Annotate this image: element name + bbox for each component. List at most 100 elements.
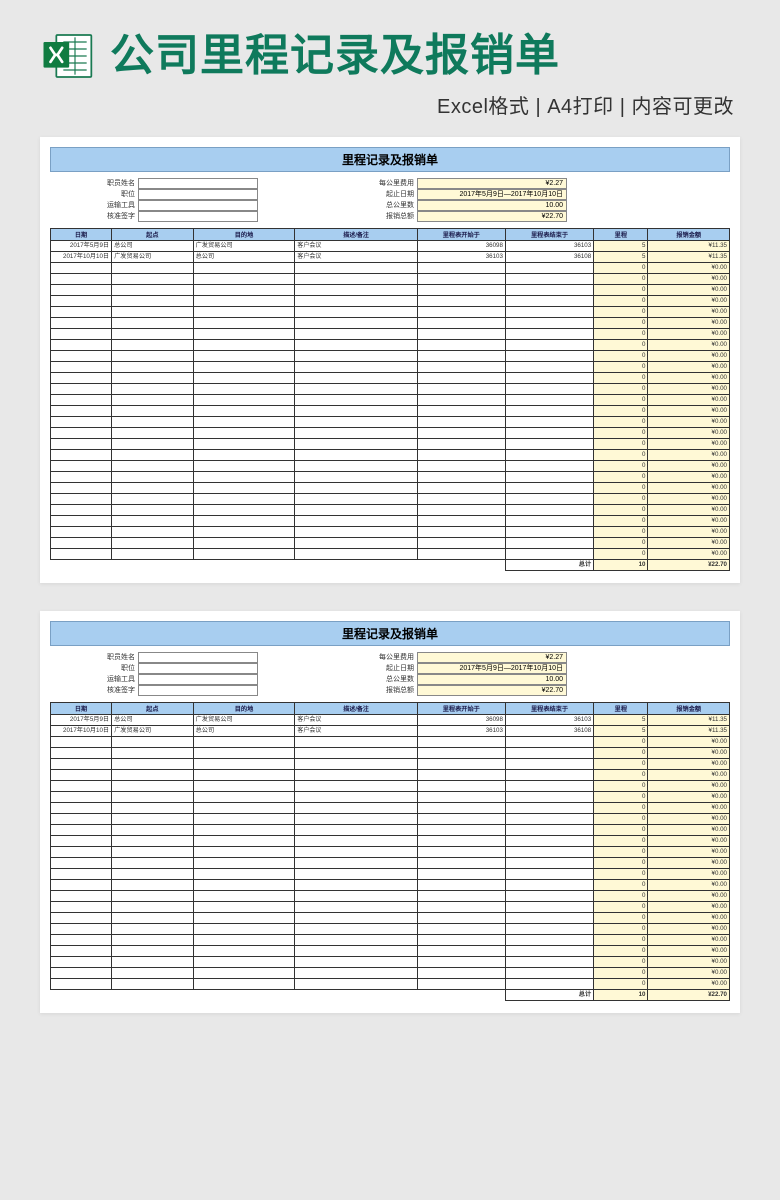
table-cell bbox=[417, 836, 505, 847]
table-cell bbox=[112, 296, 193, 307]
table-cell bbox=[417, 439, 505, 450]
table-cell: ¥0.00 bbox=[648, 307, 730, 318]
table-cell bbox=[51, 979, 112, 990]
table-row: 0¥0.00 bbox=[51, 461, 730, 472]
table-cell bbox=[193, 494, 295, 505]
table-cell: 0 bbox=[594, 516, 648, 527]
table-cell bbox=[505, 362, 593, 373]
table-cell bbox=[51, 329, 112, 340]
table-cell bbox=[295, 417, 417, 428]
table-cell: 0 bbox=[594, 538, 648, 549]
table-cell bbox=[112, 450, 193, 461]
table-cell bbox=[112, 263, 193, 274]
table-cell: ¥0.00 bbox=[648, 318, 730, 329]
table-row: 0¥0.00 bbox=[51, 450, 730, 461]
table-cell bbox=[417, 979, 505, 990]
table-cell bbox=[505, 428, 593, 439]
info-label: 核准签字 bbox=[104, 211, 138, 222]
table-cell: 0 bbox=[594, 748, 648, 759]
table-row: 0¥0.00 bbox=[51, 406, 730, 417]
table-cell: ¥0.00 bbox=[648, 417, 730, 428]
table-cell bbox=[193, 748, 295, 759]
info-label: 报销总额 bbox=[376, 211, 417, 222]
table-row: 0¥0.00 bbox=[51, 516, 730, 527]
table-row: 2017年5月9日总公司广发贸易公司客户会议36098361035¥11.35 bbox=[51, 241, 730, 252]
table-row: 0¥0.00 bbox=[51, 858, 730, 869]
table-cell bbox=[112, 340, 193, 351]
table-cell: 36098 bbox=[417, 241, 505, 252]
table-cell: ¥0.00 bbox=[648, 362, 730, 373]
column-header: 报销金额 bbox=[648, 703, 730, 715]
table-cell: ¥0.00 bbox=[648, 483, 730, 494]
table-cell bbox=[295, 891, 417, 902]
table-cell bbox=[51, 847, 112, 858]
table-row: 0¥0.00 bbox=[51, 913, 730, 924]
table-cell: ¥0.00 bbox=[648, 814, 730, 825]
table-cell bbox=[112, 384, 193, 395]
table-cell bbox=[193, 803, 295, 814]
table-cell bbox=[295, 505, 417, 516]
table-cell: ¥0.00 bbox=[648, 891, 730, 902]
table-cell bbox=[417, 737, 505, 748]
info-label: 总公里数 bbox=[376, 674, 417, 685]
table-cell bbox=[295, 814, 417, 825]
table-cell: ¥0.00 bbox=[648, 549, 730, 560]
table-cell: 0 bbox=[594, 913, 648, 924]
table-cell bbox=[193, 472, 295, 483]
table-cell bbox=[505, 549, 593, 560]
footer-total-label: 总计 bbox=[505, 560, 593, 571]
table-row: 0¥0.00 bbox=[51, 329, 730, 340]
table-cell: ¥0.00 bbox=[648, 384, 730, 395]
table-cell bbox=[51, 869, 112, 880]
table-cell: ¥0.00 bbox=[648, 340, 730, 351]
table-cell: 5 bbox=[594, 715, 648, 726]
table-cell: 5 bbox=[594, 726, 648, 737]
table-cell: 2017年10月10日 bbox=[51, 252, 112, 263]
table-row: 0¥0.00 bbox=[51, 847, 730, 858]
table-cell bbox=[112, 880, 193, 891]
table-header-row: 日期起点目的地描述/备注里程表开始于里程表结束于里程报销金额 bbox=[51, 703, 730, 715]
table-cell bbox=[193, 263, 295, 274]
table-cell bbox=[51, 737, 112, 748]
table-cell: 0 bbox=[594, 968, 648, 979]
table-cell: 0 bbox=[594, 803, 648, 814]
table-row: 0¥0.00 bbox=[51, 869, 730, 880]
table-header-row: 日期起点目的地描述/备注里程表开始于里程表结束于里程报销金额 bbox=[51, 229, 730, 241]
table-cell: ¥0.00 bbox=[648, 538, 730, 549]
table-cell bbox=[112, 549, 193, 560]
table-cell: 0 bbox=[594, 946, 648, 957]
table-cell bbox=[417, 814, 505, 825]
table-cell: 0 bbox=[594, 274, 648, 285]
table-cell bbox=[295, 296, 417, 307]
table-cell bbox=[51, 450, 112, 461]
table-cell: ¥0.00 bbox=[648, 296, 730, 307]
table-cell bbox=[505, 373, 593, 384]
info-label: 报销总额 bbox=[376, 685, 417, 696]
table-cell: 总公司 bbox=[193, 252, 295, 263]
table-cell: ¥0.00 bbox=[648, 913, 730, 924]
table-cell bbox=[295, 924, 417, 935]
table-cell bbox=[51, 494, 112, 505]
table-cell: ¥0.00 bbox=[648, 858, 730, 869]
table-row: 0¥0.00 bbox=[51, 737, 730, 748]
info-label: 职员姓名 bbox=[104, 178, 138, 189]
table-cell: 总公司 bbox=[193, 726, 295, 737]
table-cell bbox=[295, 373, 417, 384]
table-cell: ¥0.00 bbox=[648, 516, 730, 527]
sheet-preview-2: 里程记录及报销单 职员姓名职位运输工具核准签字 每公里费用¥2.27起止日期20… bbox=[40, 611, 740, 1013]
table-row: 0¥0.00 bbox=[51, 748, 730, 759]
table-cell bbox=[193, 307, 295, 318]
table-cell: 0 bbox=[594, 318, 648, 329]
table-cell bbox=[51, 549, 112, 560]
table-cell bbox=[505, 935, 593, 946]
table-row: 2017年10月10日广发贸易公司总公司客户会议36103361085¥11.3… bbox=[51, 252, 730, 263]
column-header: 目的地 bbox=[193, 703, 295, 715]
table-cell bbox=[295, 538, 417, 549]
table-cell: 0 bbox=[594, 836, 648, 847]
table-cell bbox=[505, 439, 593, 450]
table-cell bbox=[505, 417, 593, 428]
table-cell bbox=[295, 913, 417, 924]
table-cell bbox=[505, 527, 593, 538]
table-row: 0¥0.00 bbox=[51, 373, 730, 384]
table-cell: ¥0.00 bbox=[648, 406, 730, 417]
